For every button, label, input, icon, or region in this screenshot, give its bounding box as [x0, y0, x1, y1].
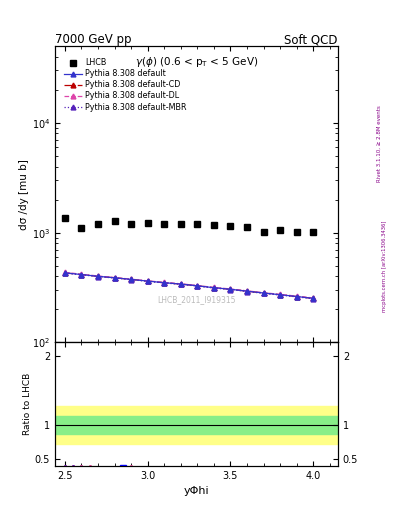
LHCB [129, 221, 134, 227]
Pythia 8.308 default [162, 280, 167, 286]
Pythia 8.308 default [228, 286, 233, 292]
Pythia 8.308 default-MBR [129, 276, 134, 283]
LHCB [178, 221, 183, 227]
Pythia 8.308 default-MBR [162, 280, 167, 286]
Line: Pythia 8.308 default: Pythia 8.308 default [62, 270, 316, 301]
Pythia 8.308 default-CD [112, 275, 117, 281]
Pythia 8.308 default-DL [95, 273, 100, 279]
Pythia 8.308 default [79, 271, 84, 278]
Text: mcplots.cern.ch [arXiv:1306.3436]: mcplots.cern.ch [arXiv:1306.3436] [382, 221, 387, 312]
Pythia 8.308 default-MBR [195, 283, 200, 289]
Pythia 8.308 default-MBR [62, 270, 67, 276]
Pythia 8.308 default [95, 273, 100, 280]
Pythia 8.308 default [145, 278, 150, 284]
Pythia 8.308 default-MBR [294, 294, 299, 300]
LHCB [162, 221, 167, 227]
Pythia 8.308 default-MBR [145, 279, 150, 285]
Pythia 8.308 default-DL [244, 288, 249, 294]
Pythia 8.308 default-DL [311, 295, 316, 301]
Pythia 8.308 default-CD [162, 280, 167, 286]
Line: LHCB: LHCB [61, 215, 317, 236]
LHCB [211, 222, 216, 228]
Pythia 8.308 default-CD [178, 281, 183, 287]
Pythia 8.308 default-MBR [95, 273, 100, 280]
Pythia 8.308 default-DL [62, 269, 67, 275]
Line: Pythia 8.308 default-CD: Pythia 8.308 default-CD [62, 270, 316, 301]
Pythia 8.308 default-MBR [79, 272, 84, 278]
Pythia 8.308 default-MBR [112, 275, 117, 281]
Pythia 8.308 default [278, 292, 283, 298]
Line: Pythia 8.308 default-MBR: Pythia 8.308 default-MBR [62, 271, 316, 301]
LHCB [311, 229, 316, 235]
LHCB [244, 224, 249, 230]
Pythia 8.308 default-CD [211, 285, 216, 291]
Pythia 8.308 default-DL [178, 281, 183, 287]
X-axis label: yΦhi: yΦhi [184, 486, 209, 496]
Text: 7000 GeV pp: 7000 GeV pp [55, 33, 132, 46]
Pythia 8.308 default-MBR [228, 287, 233, 293]
Bar [55, 416, 338, 434]
Pythia 8.308 default-MBR [311, 295, 316, 302]
Pythia 8.308 default-DL [211, 284, 216, 290]
Pythia 8.308 default-CD [195, 283, 200, 289]
Pythia 8.308 default-CD [228, 286, 233, 292]
Pythia 8.308 default-MBR [211, 285, 216, 291]
LHCB [95, 221, 100, 227]
Pythia 8.308 default [62, 270, 67, 276]
Pythia 8.308 default-DL [112, 274, 117, 281]
Pythia 8.308 default-DL [195, 283, 200, 289]
LHCB [112, 218, 117, 224]
Pythia 8.308 default [195, 283, 200, 289]
Pythia 8.308 default-MBR [244, 288, 249, 294]
Pythia 8.308 default [178, 281, 183, 287]
Line: Pythia 8.308 default-DL: Pythia 8.308 default-DL [62, 270, 316, 301]
Text: Rivet 3.1.10, ≥ 2.8M events: Rivet 3.1.10, ≥ 2.8M events [377, 105, 382, 182]
LHCB [62, 215, 67, 221]
Pythia 8.308 default-CD [261, 290, 266, 296]
Text: Soft QCD: Soft QCD [285, 33, 338, 46]
Pythia 8.308 default-CD [294, 293, 299, 300]
Y-axis label: dσ /dy [mu b]: dσ /dy [mu b] [19, 159, 29, 230]
Pythia 8.308 default-MBR [261, 290, 266, 296]
Text: $\gamma(\phi)$ (0.6 < p$_\mathrm{T}$ < 5 GeV): $\gamma(\phi)$ (0.6 < p$_\mathrm{T}$ < 5… [135, 55, 258, 69]
LHCB [145, 220, 150, 226]
LHCB [228, 223, 233, 229]
Pythia 8.308 default [112, 275, 117, 281]
Pythia 8.308 default-CD [244, 288, 249, 294]
Legend: LHCB, Pythia 8.308 default, Pythia 8.308 default-CD, Pythia 8.308 default-DL, Py: LHCB, Pythia 8.308 default, Pythia 8.308… [62, 56, 189, 114]
Pythia 8.308 default-DL [294, 293, 299, 299]
Pythia 8.308 default-MBR [178, 281, 183, 287]
Pythia 8.308 default-CD [311, 295, 316, 302]
Pythia 8.308 default [261, 290, 266, 296]
Pythia 8.308 default [294, 293, 299, 300]
LHCB [294, 229, 299, 235]
Pythia 8.308 default-CD [95, 273, 100, 280]
Y-axis label: Ratio to LHCB: Ratio to LHCB [23, 373, 32, 435]
Pythia 8.308 default-DL [145, 278, 150, 284]
Pythia 8.308 default-CD [79, 271, 84, 278]
Pythia 8.308 default-CD [145, 278, 150, 284]
Pythia 8.308 default-DL [129, 276, 134, 282]
Pythia 8.308 default-DL [79, 271, 84, 278]
Pythia 8.308 default-MBR [278, 292, 283, 298]
Pythia 8.308 default-CD [129, 276, 134, 283]
LHCB [278, 227, 283, 233]
Bar [55, 406, 338, 444]
LHCB [79, 225, 84, 231]
Pythia 8.308 default-CD [278, 292, 283, 298]
Pythia 8.308 default [211, 285, 216, 291]
Text: LHCB_2011_I919315: LHCB_2011_I919315 [157, 295, 236, 304]
Pythia 8.308 default [311, 295, 316, 302]
Pythia 8.308 default-DL [278, 291, 283, 297]
Pythia 8.308 default [129, 276, 134, 283]
Pythia 8.308 default-CD [62, 270, 67, 276]
Pythia 8.308 default-DL [228, 286, 233, 292]
Pythia 8.308 default-DL [162, 280, 167, 286]
Pythia 8.308 default-DL [261, 290, 266, 296]
LHCB [195, 221, 200, 227]
Pythia 8.308 default [244, 288, 249, 294]
LHCB [261, 229, 266, 235]
